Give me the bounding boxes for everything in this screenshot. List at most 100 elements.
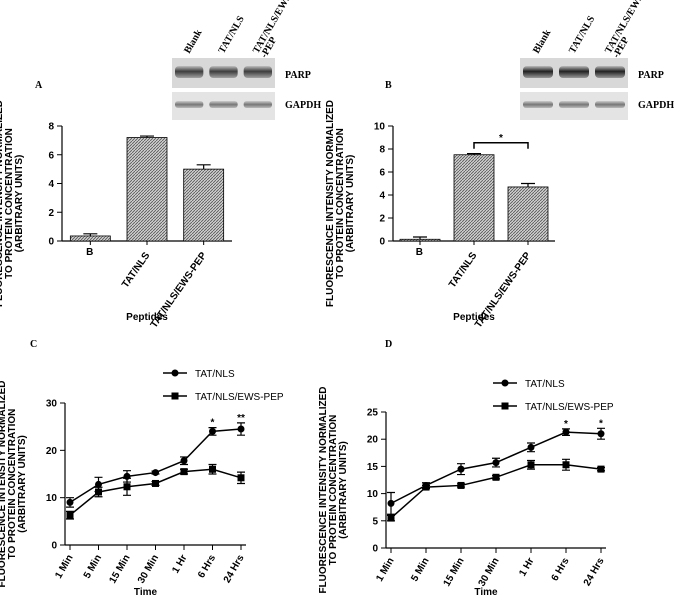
blot-band — [175, 66, 204, 78]
error-bar — [196, 164, 211, 170]
marker — [457, 481, 465, 489]
blot-band — [209, 101, 238, 108]
marker — [209, 427, 216, 435]
marker — [527, 461, 535, 469]
marker — [209, 465, 216, 473]
bar — [453, 154, 495, 242]
x-tick-label: TAT/NLS — [447, 250, 480, 290]
legend-marker — [501, 379, 509, 387]
error-bar — [140, 135, 154, 138]
y-tick-label: 2 — [48, 208, 54, 219]
error-bar — [521, 182, 535, 187]
blot-band — [595, 101, 625, 108]
y-tick-label: 15 — [367, 462, 379, 473]
marker — [237, 474, 245, 482]
x-tick-label: 30 Min — [477, 556, 502, 588]
error-bar — [413, 236, 427, 240]
y-axis-title: FLUORESCENCE INTENSITY NORMALIZEDTO PROT… — [0, 380, 28, 587]
y-tick-label: 30 — [46, 399, 58, 410]
y-tick-label: 0 — [379, 237, 385, 248]
legend-marker — [171, 369, 179, 377]
y-tick-label: 8 — [379, 145, 385, 156]
panel-label: D — [385, 339, 392, 350]
x-tick-label: 30 Min — [136, 553, 161, 585]
marker — [152, 479, 159, 487]
marker — [387, 499, 395, 507]
bar — [126, 137, 168, 242]
legend-label: TAT/NLS — [195, 369, 235, 380]
panel-label: C — [30, 339, 37, 350]
y-axis-title: FLUORESCENCE INTENSITY NORMALIZEDTO PROT… — [318, 386, 349, 593]
blot-band — [209, 66, 238, 78]
marker — [95, 488, 102, 496]
x-axis-title: Time — [134, 587, 158, 598]
marker — [597, 465, 605, 473]
significance-marker: * — [211, 418, 215, 429]
bar — [507, 186, 549, 242]
x-tick-label: 1 Min — [53, 553, 75, 581]
panel-label: B — [385, 80, 392, 91]
bar — [399, 238, 441, 242]
blot-lane-label: TAT/NLS/EWS-PEP — [251, 0, 302, 60]
legend-marker — [171, 392, 179, 400]
blot-lane-label: TAT/NLS — [567, 14, 597, 56]
y-axis-title: FLUORESCENCE INTENSITY NORMALIZEDTO PROT… — [325, 100, 356, 307]
y-tick-label: 4 — [48, 179, 54, 190]
y-tick-label: 20 — [367, 435, 379, 446]
bar — [183, 168, 225, 242]
x-tick-label: B — [86, 247, 93, 258]
blot-band — [175, 101, 204, 108]
x-tick-label: 24 Hrs — [222, 553, 247, 585]
blot-band — [523, 66, 553, 78]
x-tick-label: B — [416, 247, 423, 258]
y-tick-label: 10 — [367, 489, 379, 500]
y-axis-title: FLUORESCENCE INTENSITY NORMALIZEDTO PROT… — [0, 100, 25, 307]
panel-label: A — [35, 80, 43, 91]
blot-band — [559, 101, 589, 108]
marker — [457, 465, 465, 473]
blot-band — [243, 101, 272, 108]
blot-protein-label: GAPDH — [638, 100, 674, 111]
marker — [597, 430, 605, 438]
y-tick-label: 0 — [372, 544, 378, 555]
marker — [180, 457, 188, 465]
x-tick-label: 1 Hr — [170, 553, 189, 575]
blot-band — [523, 101, 553, 108]
legend-label: TAT/NLS/EWS-PEP — [525, 402, 614, 413]
marker — [387, 514, 395, 522]
series-line — [390, 464, 602, 519]
x-tick-label: 15 Min — [108, 553, 133, 585]
marker — [562, 428, 570, 436]
blot-protein-label: PARP — [638, 70, 664, 81]
y-tick-label: 10 — [374, 122, 386, 133]
significance-marker: * — [599, 418, 603, 429]
marker — [180, 468, 188, 476]
x-axis-title: Peptides — [126, 312, 168, 323]
blot-protein-label: PARP — [285, 70, 311, 81]
blot-lane-label: Blank — [182, 27, 205, 55]
error-bar — [83, 233, 98, 236]
blot-band — [243, 66, 272, 78]
y-tick-label: 5 — [372, 516, 378, 527]
y-tick-label: 8 — [48, 122, 54, 133]
significance-bracket — [473, 142, 529, 149]
x-tick-label: 1 Min — [374, 556, 396, 584]
x-tick-label: 5 Min — [409, 556, 431, 584]
blot-lane-label: TAT/NLS/EWS-PEP — [603, 0, 654, 60]
x-axis-title: Time — [474, 587, 498, 598]
blot-lane-label: TAT/NLS — [217, 14, 247, 56]
marker — [562, 461, 570, 469]
marker — [66, 511, 74, 519]
legend-label: TAT/NLS — [525, 379, 565, 390]
x-tick-label: 1 Hr — [517, 556, 536, 578]
y-tick-label: 2 — [379, 214, 385, 225]
y-tick-label: 25 — [367, 408, 379, 419]
marker — [66, 498, 74, 506]
y-tick-label: 6 — [379, 168, 385, 179]
marker — [152, 469, 159, 477]
error-bar — [467, 153, 481, 155]
legend-label: TAT/NLS/EWS-PEP — [195, 392, 284, 403]
y-tick-label: 4 — [379, 191, 385, 202]
significance-marker: * — [564, 419, 568, 430]
